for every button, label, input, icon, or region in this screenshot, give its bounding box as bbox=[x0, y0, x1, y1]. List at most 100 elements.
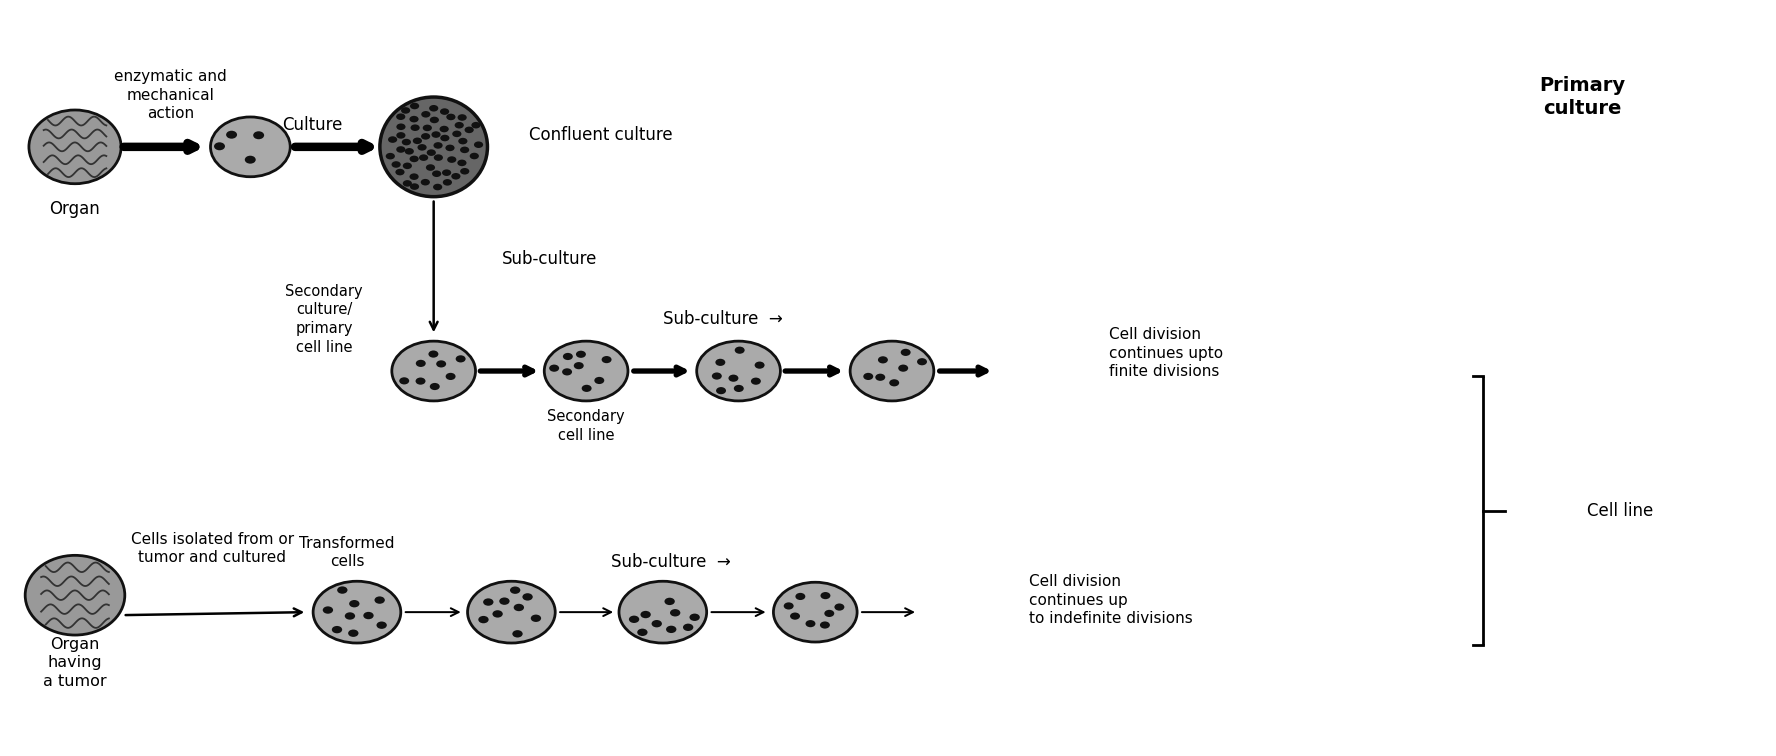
Text: Cells isolated from or
tumor and cultured: Cells isolated from or tumor and culture… bbox=[131, 531, 295, 565]
Ellipse shape bbox=[400, 377, 408, 385]
Ellipse shape bbox=[460, 147, 469, 153]
Ellipse shape bbox=[513, 604, 524, 611]
Ellipse shape bbox=[641, 611, 650, 618]
Ellipse shape bbox=[469, 153, 480, 160]
Ellipse shape bbox=[446, 144, 455, 151]
Ellipse shape bbox=[824, 610, 835, 617]
Ellipse shape bbox=[348, 630, 359, 637]
Ellipse shape bbox=[696, 341, 780, 401]
Ellipse shape bbox=[716, 359, 725, 366]
Ellipse shape bbox=[478, 616, 488, 623]
Text: Primary
culture: Primary culture bbox=[1540, 76, 1625, 118]
Ellipse shape bbox=[405, 148, 414, 154]
Ellipse shape bbox=[432, 170, 440, 177]
Ellipse shape bbox=[876, 373, 884, 381]
Ellipse shape bbox=[575, 351, 586, 358]
Ellipse shape bbox=[437, 361, 446, 367]
Ellipse shape bbox=[377, 621, 387, 629]
Text: Sub-culture: Sub-culture bbox=[501, 250, 597, 268]
Ellipse shape bbox=[245, 156, 256, 163]
Ellipse shape bbox=[28, 110, 121, 184]
Ellipse shape bbox=[440, 135, 449, 141]
Ellipse shape bbox=[522, 593, 533, 600]
Ellipse shape bbox=[337, 587, 348, 593]
Ellipse shape bbox=[510, 587, 520, 594]
Ellipse shape bbox=[456, 355, 465, 362]
Text: Sub-culture  →: Sub-culture → bbox=[611, 553, 730, 572]
Ellipse shape bbox=[652, 620, 662, 627]
Ellipse shape bbox=[638, 629, 648, 636]
Ellipse shape bbox=[900, 349, 911, 356]
Ellipse shape bbox=[426, 150, 435, 156]
Ellipse shape bbox=[387, 136, 398, 143]
Text: Cell division
continues up
to indefinite divisions: Cell division continues up to indefinite… bbox=[1030, 574, 1193, 626]
Ellipse shape bbox=[403, 163, 412, 169]
Ellipse shape bbox=[410, 125, 419, 131]
Ellipse shape bbox=[684, 624, 693, 631]
Text: Culture: Culture bbox=[282, 116, 343, 134]
Ellipse shape bbox=[863, 373, 874, 380]
Ellipse shape bbox=[392, 341, 476, 401]
Ellipse shape bbox=[465, 126, 474, 133]
Ellipse shape bbox=[916, 358, 927, 365]
Ellipse shape bbox=[442, 179, 453, 186]
Ellipse shape bbox=[345, 612, 355, 620]
Ellipse shape bbox=[433, 154, 442, 161]
Ellipse shape bbox=[755, 361, 765, 369]
Ellipse shape bbox=[806, 620, 815, 627]
Ellipse shape bbox=[549, 364, 559, 372]
Ellipse shape bbox=[226, 131, 236, 138]
Ellipse shape bbox=[426, 164, 435, 171]
Ellipse shape bbox=[689, 614, 700, 621]
Ellipse shape bbox=[728, 374, 739, 382]
Ellipse shape bbox=[433, 184, 442, 191]
Ellipse shape bbox=[455, 122, 464, 129]
Ellipse shape bbox=[313, 581, 401, 643]
Ellipse shape bbox=[385, 153, 394, 160]
Text: Secondary
cell line: Secondary cell line bbox=[547, 409, 625, 442]
Ellipse shape bbox=[712, 373, 721, 380]
Text: Organ
having
a tumor: Organ having a tumor bbox=[43, 637, 107, 689]
Ellipse shape bbox=[430, 105, 439, 112]
Ellipse shape bbox=[583, 385, 591, 392]
Ellipse shape bbox=[421, 179, 430, 185]
Ellipse shape bbox=[421, 133, 430, 140]
Ellipse shape bbox=[629, 615, 639, 623]
Ellipse shape bbox=[410, 103, 419, 110]
Ellipse shape bbox=[433, 142, 442, 149]
Ellipse shape bbox=[416, 377, 426, 385]
Ellipse shape bbox=[851, 341, 934, 401]
Text: enzymatic and
mechanical
action: enzymatic and mechanical action bbox=[114, 69, 227, 121]
Ellipse shape bbox=[821, 621, 829, 629]
Ellipse shape bbox=[396, 146, 405, 153]
Ellipse shape bbox=[899, 364, 908, 372]
Ellipse shape bbox=[877, 356, 888, 364]
Ellipse shape bbox=[401, 107, 410, 113]
Ellipse shape bbox=[25, 556, 124, 635]
Ellipse shape bbox=[620, 581, 707, 643]
Ellipse shape bbox=[451, 173, 460, 180]
Ellipse shape bbox=[432, 132, 440, 138]
Ellipse shape bbox=[474, 141, 483, 148]
Ellipse shape bbox=[410, 173, 419, 180]
Ellipse shape bbox=[412, 138, 423, 144]
Ellipse shape bbox=[499, 597, 510, 605]
Ellipse shape bbox=[323, 606, 334, 614]
Ellipse shape bbox=[410, 183, 419, 190]
Ellipse shape bbox=[448, 156, 456, 163]
Ellipse shape bbox=[439, 125, 449, 132]
Ellipse shape bbox=[410, 156, 419, 163]
Text: Cell line: Cell line bbox=[1588, 501, 1653, 519]
Ellipse shape bbox=[835, 603, 844, 611]
Ellipse shape bbox=[790, 612, 799, 620]
Ellipse shape bbox=[574, 362, 584, 369]
Ellipse shape bbox=[423, 125, 432, 132]
Ellipse shape bbox=[417, 144, 426, 150]
Ellipse shape bbox=[716, 387, 726, 394]
Ellipse shape bbox=[396, 169, 405, 175]
Ellipse shape bbox=[254, 132, 265, 139]
Ellipse shape bbox=[492, 610, 503, 618]
Ellipse shape bbox=[428, 351, 439, 358]
Ellipse shape bbox=[419, 154, 428, 161]
Ellipse shape bbox=[460, 168, 469, 175]
